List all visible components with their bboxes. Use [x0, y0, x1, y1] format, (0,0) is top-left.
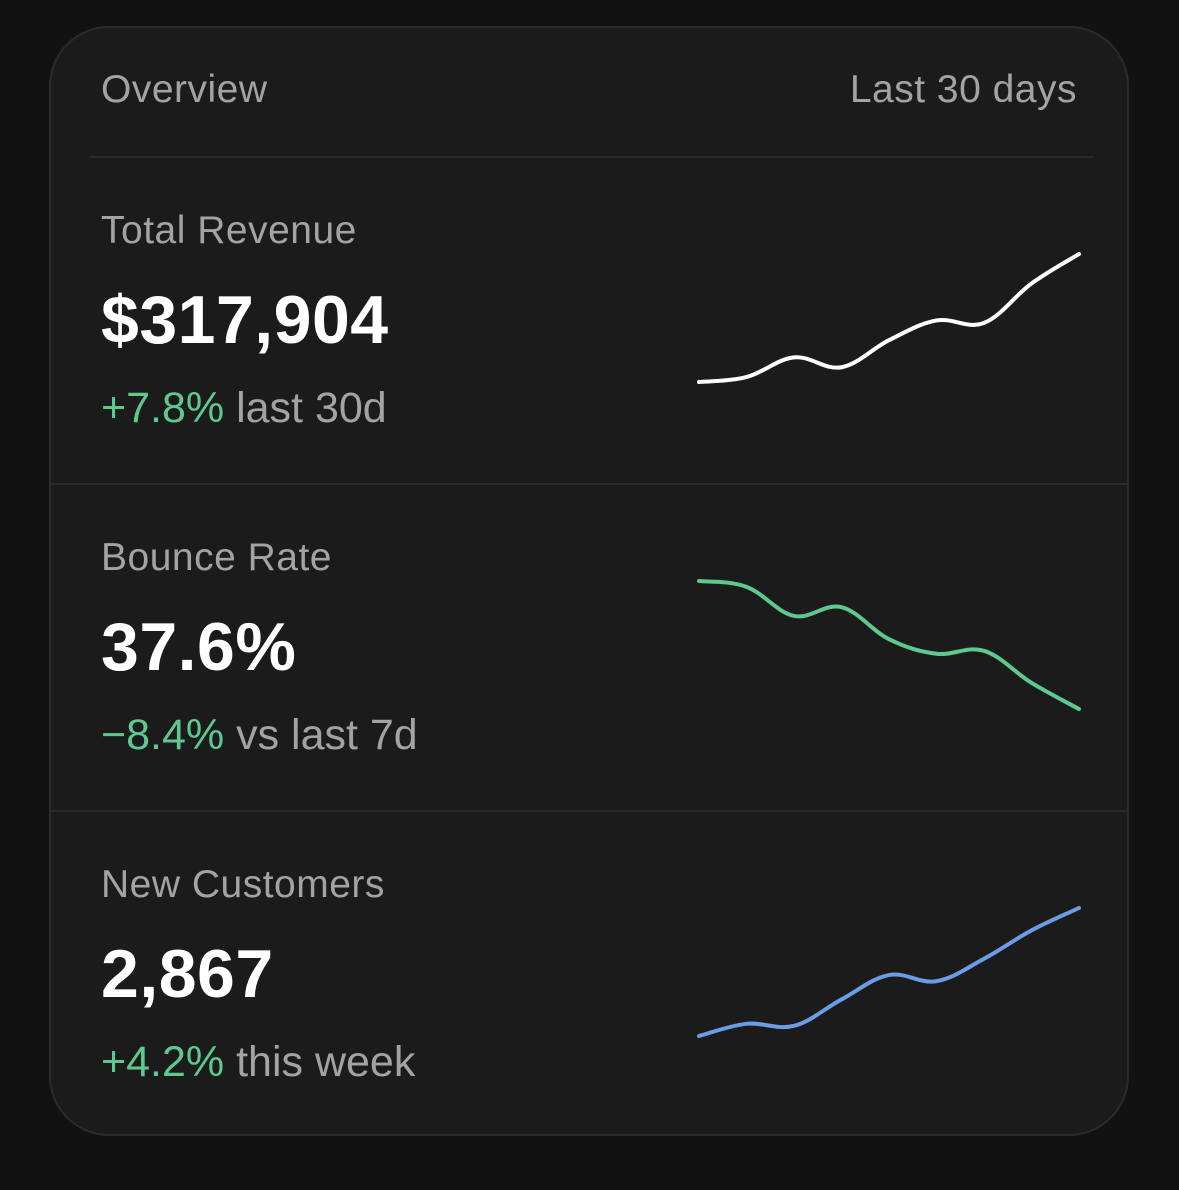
- metric-delta: +4.2% this week: [101, 1038, 415, 1087]
- metric-new-customers[interactable]: New Customers 2,867 +4.2% this week: [51, 812, 1127, 1134]
- delta-context: vs last 7d: [236, 711, 418, 759]
- metric-value: $317,904: [101, 282, 389, 358]
- delta-context: this week: [236, 1038, 416, 1086]
- delta-value: −8.4%: [101, 711, 225, 759]
- overview-card: Overview Last 30 days Total Revenue $317…: [49, 26, 1129, 1136]
- metric-value: 2,867: [101, 936, 274, 1012]
- sparkline-line: [697, 252, 1081, 384]
- sparkline-line: [697, 579, 1081, 711]
- delta-value: +4.2%: [101, 1038, 225, 1086]
- delta-context: last 30d: [236, 384, 387, 432]
- metric-value: 37.6%: [101, 609, 297, 685]
- overview-title: Overview: [101, 68, 268, 111]
- delta-value: +7.8%: [101, 384, 225, 432]
- metric-delta: −8.4% vs last 7d: [101, 711, 418, 760]
- card-header: Overview Last 30 days: [51, 28, 1127, 158]
- date-range-selector[interactable]: Last 30 days: [849, 68, 1077, 111]
- bounce-rate-sparkline: [697, 579, 1081, 711]
- header-divider: [89, 156, 1093, 158]
- metric-label: Total Revenue: [101, 209, 357, 252]
- metric-bounce-rate[interactable]: Bounce Rate 37.6% −8.4% vs last 7d: [51, 485, 1127, 812]
- revenue-sparkline: [697, 252, 1081, 384]
- metric-total-revenue[interactable]: Total Revenue $317,904 +7.8% last 30d: [51, 158, 1127, 485]
- metric-label: Bounce Rate: [101, 536, 332, 579]
- metric-delta: +7.8% last 30d: [101, 384, 387, 433]
- new-customers-sparkline: [697, 906, 1081, 1038]
- metric-label: New Customers: [101, 863, 385, 906]
- sparkline-line: [697, 906, 1081, 1038]
